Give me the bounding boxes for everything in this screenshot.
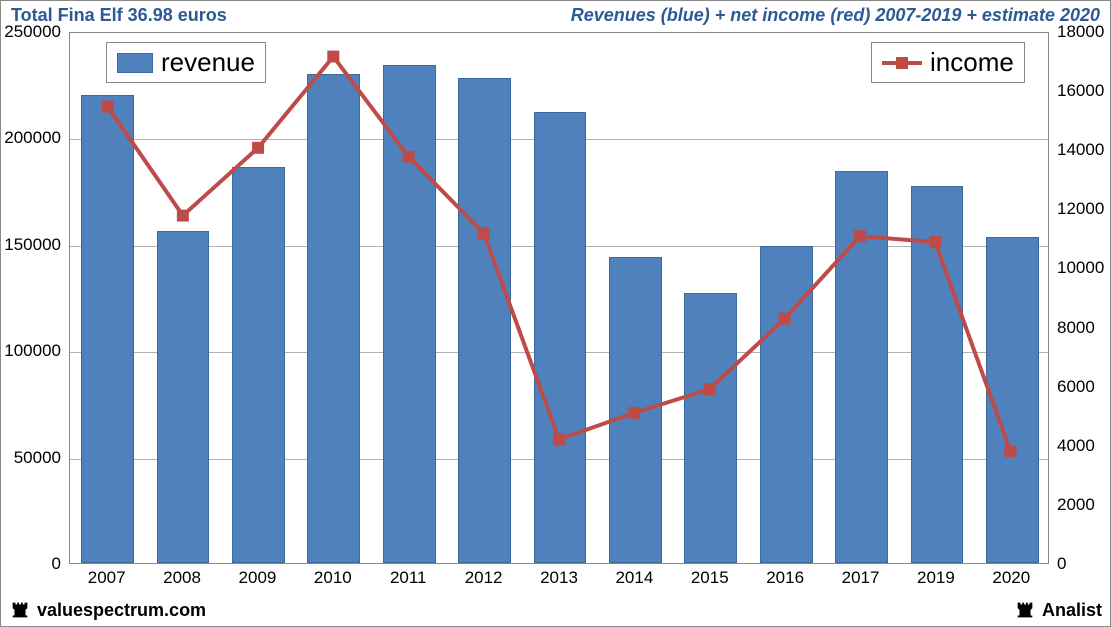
x-tick-label: 2007 <box>88 568 126 588</box>
plot-area <box>69 32 1049 564</box>
legend-label: income <box>930 47 1014 78</box>
line-marker <box>478 227 490 239</box>
x-tick-label: 2009 <box>239 568 277 588</box>
x-tick-label: 2013 <box>540 568 578 588</box>
y-right-tick-label: 2000 <box>1057 495 1095 515</box>
x-tick-label: 2011 <box>390 568 427 588</box>
legend-revenue: revenue <box>106 42 266 83</box>
line-marker <box>628 407 640 419</box>
footer-right: Analist <box>1014 599 1102 621</box>
chart-footer: valuespectrum.com Analist <box>1 597 1110 625</box>
y-right-tick-label: 10000 <box>1057 258 1104 278</box>
y-right-tick-label: 14000 <box>1057 140 1104 160</box>
y-right-tick-label: 12000 <box>1057 199 1104 219</box>
x-tick-label: 2010 <box>314 568 352 588</box>
chart-header: Total Fina Elf 36.98 euros Revenues (blu… <box>1 1 1110 28</box>
x-tick-label: 2019 <box>917 568 955 588</box>
chart-container: Total Fina Elf 36.98 euros Revenues (blu… <box>0 0 1111 627</box>
line-marker <box>553 433 565 445</box>
x-tick-label: 2008 <box>163 568 201 588</box>
line-marker <box>327 51 339 63</box>
x-tick-label: 2020 <box>992 568 1030 588</box>
rook-icon <box>1014 599 1036 621</box>
y-left-tick-label: 50000 <box>14 448 61 468</box>
chart-title-right: Revenues (blue) + net income (red) 2007-… <box>571 5 1100 26</box>
legend-swatch <box>117 53 153 73</box>
x-tick-label: 2012 <box>465 568 503 588</box>
line-marker <box>1004 445 1016 457</box>
line-marker <box>703 383 715 395</box>
x-tick-label: 2015 <box>691 568 729 588</box>
line-marker <box>252 142 264 154</box>
y-right-tick-label: 16000 <box>1057 81 1104 101</box>
footer-right-text: Analist <box>1042 600 1102 621</box>
line-series <box>70 33 1048 563</box>
rook-icon <box>9 599 31 621</box>
line-marker <box>779 313 791 325</box>
x-tick-label: 2016 <box>766 568 804 588</box>
y-left-tick-label: 100000 <box>4 341 61 361</box>
plot-container: 0500001000001500002000002500000200040006… <box>1 28 1110 597</box>
legend-swatch <box>882 57 922 69</box>
y-left-tick-label: 150000 <box>4 235 61 255</box>
y-right-tick-label: 4000 <box>1057 436 1095 456</box>
line-marker <box>403 151 415 163</box>
line-marker <box>854 230 866 242</box>
legend-label: revenue <box>161 47 255 78</box>
y-right-tick-label: 8000 <box>1057 318 1095 338</box>
y-left-tick-label: 250000 <box>4 22 61 42</box>
x-tick-label: 2017 <box>842 568 880 588</box>
legend-income: income <box>871 42 1025 83</box>
y-right-tick-label: 18000 <box>1057 22 1104 42</box>
y-right-tick-label: 0 <box>1057 554 1066 574</box>
line-marker <box>102 101 114 113</box>
footer-left: valuespectrum.com <box>9 599 206 621</box>
footer-left-text: valuespectrum.com <box>37 600 206 621</box>
y-right-tick-label: 6000 <box>1057 377 1095 397</box>
line-marker <box>177 210 189 222</box>
x-tick-label: 2014 <box>615 568 653 588</box>
y-left-tick-label: 200000 <box>4 128 61 148</box>
line-marker <box>929 236 941 248</box>
y-left-tick-label: 0 <box>52 554 61 574</box>
